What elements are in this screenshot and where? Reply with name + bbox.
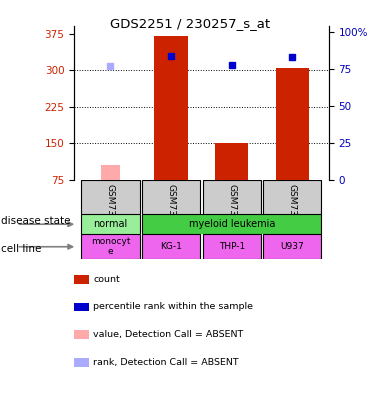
Text: count: count	[93, 275, 120, 284]
Text: cell line: cell line	[1, 244, 41, 254]
Bar	[81, 234, 139, 259]
Text: GSM73641: GSM73641	[106, 184, 115, 233]
Bar	[142, 180, 200, 214]
Bar	[263, 180, 321, 214]
Text: rank, Detection Call = ABSENT: rank, Detection Call = ABSENT	[93, 358, 239, 367]
Bar	[215, 143, 249, 180]
Text: U937: U937	[280, 242, 304, 251]
Bar	[142, 234, 200, 259]
Bar	[154, 36, 188, 180]
Text: disease state: disease state	[1, 216, 71, 226]
Text: GDS2251 / 230257_s_at: GDS2251 / 230257_s_at	[110, 17, 270, 30]
Bar	[81, 214, 139, 234]
Bar	[81, 180, 139, 214]
Bar	[203, 180, 261, 214]
Text: KG-1: KG-1	[160, 242, 182, 251]
Text: myeloid leukemia: myeloid leukemia	[188, 219, 275, 229]
Text: GSM73644: GSM73644	[227, 184, 236, 233]
Bar	[276, 68, 309, 180]
Bar	[101, 165, 120, 180]
Text: monocyt
e: monocyt e	[91, 237, 130, 256]
Text: GSM73642: GSM73642	[166, 184, 176, 233]
Bar	[263, 234, 321, 259]
Text: normal: normal	[93, 219, 128, 229]
Text: GSM73645: GSM73645	[288, 184, 297, 233]
Text: percentile rank within the sample: percentile rank within the sample	[93, 303, 253, 311]
Text: value, Detection Call = ABSENT: value, Detection Call = ABSENT	[93, 330, 243, 339]
Text: THP-1: THP-1	[218, 242, 245, 251]
Bar	[203, 234, 261, 259]
Bar	[142, 214, 321, 234]
